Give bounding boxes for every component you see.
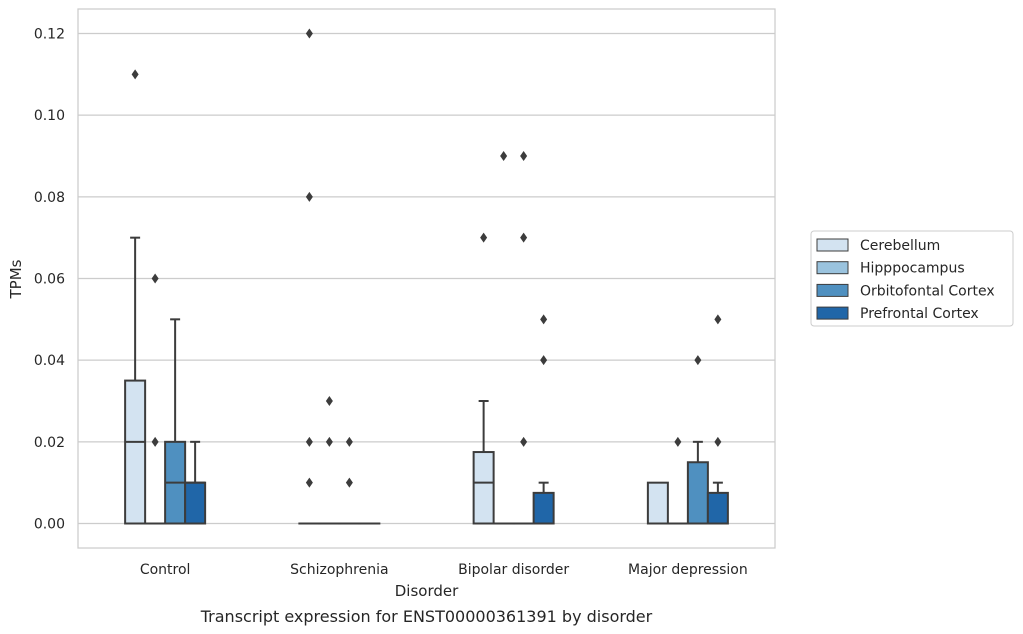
- y-tick-label: 0.04: [34, 353, 65, 369]
- outlier-point: [540, 314, 548, 325]
- outlier-point: [305, 191, 313, 202]
- outlier-point: [151, 436, 159, 447]
- outlier-point: [345, 436, 353, 447]
- y-tick-label: 0.06: [34, 272, 65, 288]
- box-group: [492, 151, 515, 525]
- box-group: [144, 273, 167, 525]
- legend-label: Orbitofontal Cortex: [860, 283, 995, 299]
- y-tick-label: 0.08: [34, 190, 65, 206]
- y-tick-label: 0.00: [34, 517, 65, 533]
- box-group: [184, 440, 207, 525]
- outlier-point: [540, 355, 548, 366]
- box-group: [338, 436, 361, 525]
- y-tick-labels: 0.00 0.02 0.04 0.06 0.08 0.10 0.12: [34, 27, 65, 533]
- legend-item: Hipppocampus: [816, 261, 965, 277]
- legend-item: Orbitofontal Cortex: [816, 283, 995, 299]
- box: [706, 491, 729, 525]
- box-group: [706, 314, 729, 525]
- outlier-point: [714, 436, 722, 447]
- box: [646, 481, 669, 525]
- outlier-point: [520, 436, 528, 447]
- box: [472, 451, 495, 525]
- outlier-point: [674, 436, 682, 447]
- legend-swatch: [816, 238, 849, 252]
- box-group: [318, 396, 341, 525]
- outlier-point: [305, 436, 313, 447]
- box-group: [472, 232, 495, 525]
- legend-label: Hipppocampus: [860, 261, 965, 277]
- box: [532, 491, 555, 525]
- box-group: [164, 318, 187, 525]
- x-tick-label: Bipolar disorder: [458, 562, 569, 578]
- outlier-point: [325, 396, 333, 406]
- x-tick-label: Schizophrenia: [290, 562, 388, 578]
- x-tick-label: Control: [140, 562, 191, 578]
- box: [184, 481, 207, 525]
- outlier-point: [520, 232, 528, 243]
- boxes: [124, 28, 729, 525]
- box-group: [512, 151, 535, 525]
- legend: Cerebellum Hipppocampus Orbitofontal Corte…: [810, 230, 1014, 327]
- box-group: [532, 314, 555, 525]
- box: [124, 379, 147, 525]
- legend-label: Cerebellum: [860, 238, 940, 254]
- outlier-point: [305, 28, 313, 39]
- outlier-point: [500, 151, 508, 161]
- outlier-point: [151, 273, 159, 284]
- x-axis-label: Disorder: [395, 582, 459, 600]
- legend-frame: [810, 230, 1014, 327]
- y-tick-label: 0.10: [34, 108, 65, 124]
- y-tick-label: 0.12: [34, 27, 65, 43]
- plot-frame: [77, 8, 776, 549]
- outlier-point: [714, 314, 722, 325]
- outlier-point: [480, 232, 488, 243]
- x-tick-labels: Control Schizophrenia Bipolar disorder Majo…: [140, 562, 748, 578]
- outlier-point: [305, 477, 313, 488]
- box-group: [298, 28, 321, 525]
- outlier-point: [520, 151, 528, 161]
- outlier-point: [131, 69, 139, 80]
- legend-swatch: [816, 306, 849, 320]
- legend-swatch: [816, 283, 849, 297]
- box-group: [666, 436, 689, 525]
- box: [686, 461, 709, 525]
- legend-label: Prefrontal Cortex: [860, 306, 979, 322]
- outlier-point: [325, 436, 333, 447]
- outlier-point: [694, 355, 702, 366]
- legend-item: Cerebellum: [816, 238, 940, 254]
- legend-item: Prefrontal Cortex: [816, 306, 979, 322]
- chart-caption: Transcript expression for ENST0000036139…: [200, 607, 653, 626]
- y-tick-label: 0.02: [34, 435, 65, 451]
- x-tick-label: Major depression: [628, 562, 748, 578]
- box-group: [124, 69, 147, 525]
- y-axis-label: TPMs: [7, 259, 25, 299]
- box-group: [646, 481, 669, 525]
- legend-swatch: [816, 261, 849, 275]
- outlier-point: [345, 477, 353, 488]
- box-group: [686, 355, 709, 525]
